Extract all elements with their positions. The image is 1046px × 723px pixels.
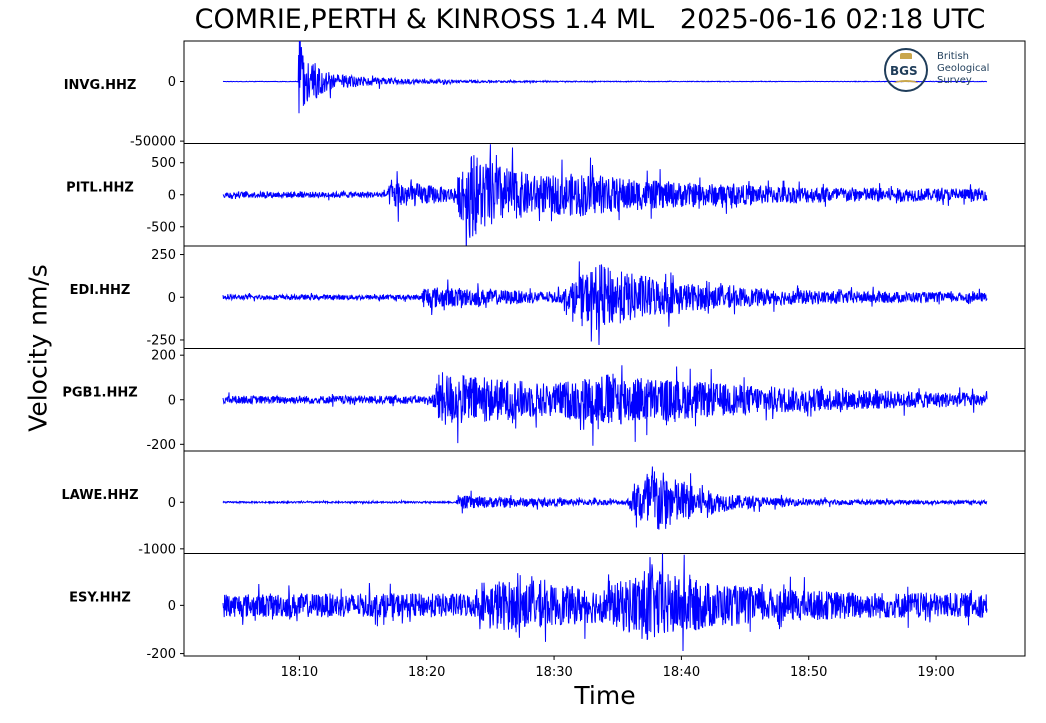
logo-line-british: British: [937, 51, 969, 62]
station-label: EDI.HHZ: [70, 283, 131, 298]
y-tick-label: 0: [168, 393, 176, 408]
x-axis-label: Time: [574, 681, 636, 710]
station-label: PGB1.HHZ: [62, 386, 137, 401]
logo-line-geological: Geological: [937, 63, 990, 74]
station-label: LAWE.HHZ: [61, 488, 138, 503]
x-tick-label: 19:00: [917, 665, 954, 680]
panel-frame: [183, 553, 1026, 657]
x-tick-label: 18:40: [663, 665, 700, 680]
waveform-trace: [222, 553, 988, 652]
waveform-trace: [222, 261, 988, 346]
y-tick-label: 0: [168, 75, 176, 90]
waveform-trace: [222, 144, 988, 246]
y-tick-label: 250: [151, 248, 176, 263]
bgs-logo: BGS British Geological Survey: [884, 46, 1004, 96]
x-tick-label: 18:50: [790, 665, 827, 680]
waveform-trace: [222, 41, 988, 114]
x-tick-label: 18:10: [281, 665, 318, 680]
logo-mark: BGS: [890, 64, 918, 78]
crown-icon: [900, 53, 912, 59]
y-tick-label: -200: [146, 647, 176, 662]
y-tick-label: 0: [168, 291, 176, 306]
chart-title: COMRIE,PERTH & KINROSS 1.4 ML 2025-06-16…: [194, 4, 986, 35]
station-label: INVG.HHZ: [64, 78, 137, 93]
station-label: ESY.HHZ: [69, 591, 131, 606]
waveform-trace: [222, 365, 988, 446]
y-tick-label: -500: [146, 220, 176, 235]
waves-icon: [894, 80, 918, 87]
y-tick-label: 0: [168, 599, 176, 614]
bgs-badge-icon: BGS: [884, 48, 928, 92]
y-tick-label: 200: [151, 349, 176, 364]
logo-line-survey: Survey: [937, 75, 972, 86]
y-tick-label: 500: [151, 156, 176, 171]
waveform-trace: [222, 466, 988, 530]
y-tick-label: 0: [168, 188, 176, 203]
x-tick-label: 18:20: [408, 665, 445, 680]
y-tick-label: -250: [146, 333, 176, 348]
y-tick-label: -1000: [138, 542, 176, 557]
y-tick-label: -200: [146, 438, 176, 453]
x-tick-label: 18:30: [535, 665, 572, 680]
y-tick-label: -50000: [130, 135, 176, 150]
y-tick-label: 0: [168, 496, 176, 511]
station-label: PITL.HHZ: [66, 181, 134, 196]
